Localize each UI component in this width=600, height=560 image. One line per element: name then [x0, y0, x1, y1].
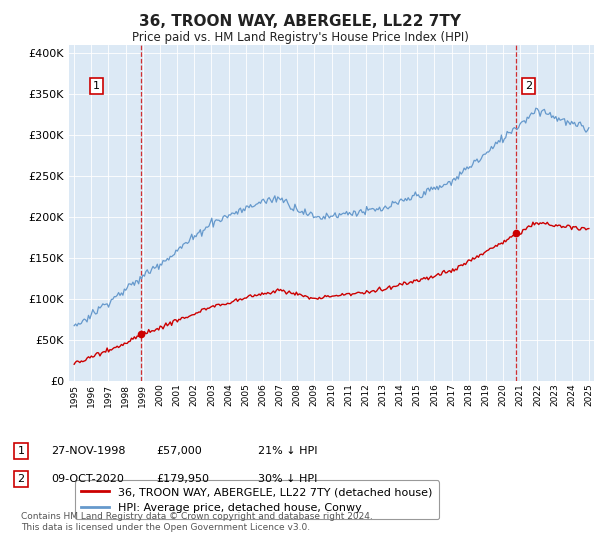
Text: 21% ↓ HPI: 21% ↓ HPI	[258, 446, 317, 456]
Text: 2: 2	[17, 474, 25, 484]
Text: 30% ↓ HPI: 30% ↓ HPI	[258, 474, 317, 484]
Text: Price paid vs. HM Land Registry's House Price Index (HPI): Price paid vs. HM Land Registry's House …	[131, 31, 469, 44]
Text: 09-OCT-2020: 09-OCT-2020	[51, 474, 124, 484]
Text: 1: 1	[93, 81, 100, 91]
Text: 2: 2	[525, 81, 532, 91]
Text: Contains HM Land Registry data © Crown copyright and database right 2024.
This d: Contains HM Land Registry data © Crown c…	[21, 512, 373, 532]
Legend: 36, TROON WAY, ABERGELE, LL22 7TY (detached house), HPI: Average price, detached: 36, TROON WAY, ABERGELE, LL22 7TY (detac…	[74, 480, 439, 519]
Text: 27-NOV-1998: 27-NOV-1998	[51, 446, 125, 456]
Text: £57,000: £57,000	[156, 446, 202, 456]
Text: 36, TROON WAY, ABERGELE, LL22 7TY: 36, TROON WAY, ABERGELE, LL22 7TY	[139, 14, 461, 29]
Text: £179,950: £179,950	[156, 474, 209, 484]
Text: 1: 1	[17, 446, 25, 456]
